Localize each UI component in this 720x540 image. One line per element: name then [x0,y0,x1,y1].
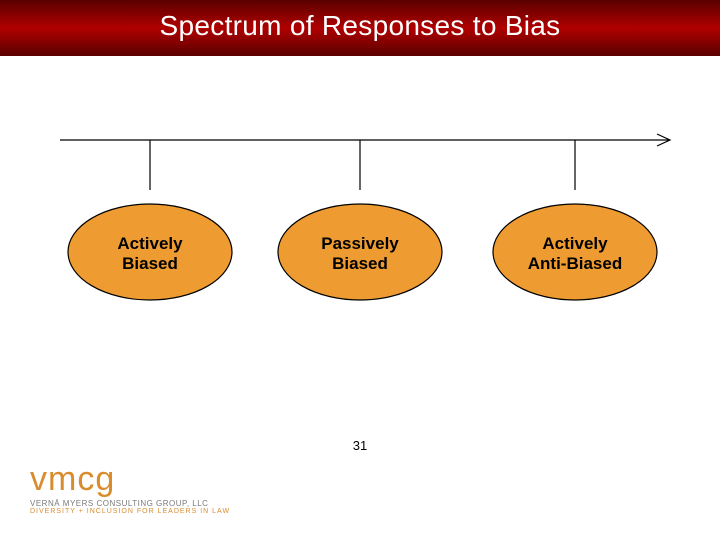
spectrum-arrow [55,128,680,208]
slide: { "layout": { "width": 720, "height": 54… [0,0,720,540]
logo-tag: DIVERSITY + INCLUSION FOR LEADERS IN LAW [30,508,310,515]
ellipse-label: PassivelyBiased [290,234,430,273]
vmcg-logo: vmcg VERNĀ MYERS CONSULTING GROUP, LLC D… [30,460,310,515]
logo-main: vmcg [30,460,310,499]
ellipse-label: ActivelyBiased [80,234,220,273]
page-number: 31 [0,438,720,453]
logo-sub: VERNĀ MYERS CONSULTING GROUP, LLC [30,499,310,508]
ellipse-label: ActivelyAnti-Biased [500,234,650,273]
slide-title: Spectrum of Responses to Bias [0,10,720,42]
